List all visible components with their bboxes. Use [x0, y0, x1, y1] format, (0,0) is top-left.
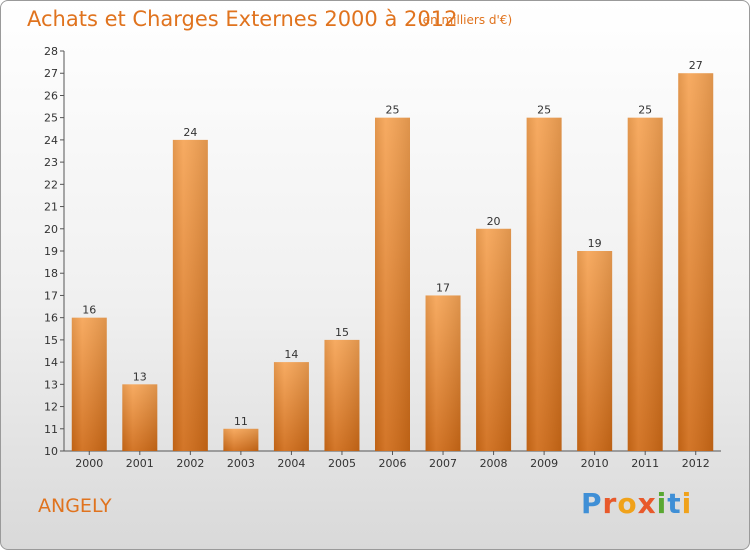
bar-shade	[375, 117, 410, 452]
logo-letter: r	[602, 487, 618, 520]
bar-shade	[122, 384, 158, 451]
bar-value-label: 16	[82, 304, 96, 317]
bar-value-label: 13	[133, 370, 147, 383]
bar-shade	[425, 295, 461, 451]
y-tick-label: 15	[44, 334, 58, 347]
bar-value-label: 24	[183, 126, 197, 139]
bar-shade	[627, 117, 663, 452]
bar-shade	[273, 362, 309, 451]
y-tick-label: 12	[44, 401, 58, 414]
bar-shade	[223, 428, 259, 451]
bar-value-label: 27	[689, 59, 703, 72]
bar-value-label: 17	[436, 281, 450, 294]
chart-unit-note: (en milliers d'€)	[418, 13, 513, 27]
y-tick-label: 22	[44, 178, 58, 191]
y-tick-label: 11	[44, 423, 58, 436]
bar-shade	[577, 251, 613, 451]
bar-shade	[324, 339, 360, 451]
y-tick-label: 27	[44, 67, 58, 80]
x-tick-label: 2002	[176, 457, 204, 470]
y-tick-label: 26	[44, 89, 58, 102]
y-tick-label: 18	[44, 267, 58, 280]
logo-letter: o	[617, 487, 638, 520]
bar-shade	[526, 117, 562, 452]
bar-shade	[172, 139, 208, 451]
logo-letter: x	[637, 487, 657, 520]
y-tick-label: 13	[44, 378, 58, 391]
chart-title: Achats et Charges Externes 2000 à 2012	[27, 7, 458, 31]
y-axis: 10 11 12 13 14 15 16 17 18 19 20 21 22 23 24 25 26 27 28	[44, 45, 65, 458]
x-tick-label: 2007	[429, 457, 457, 470]
logo-letter: i	[681, 487, 693, 520]
x-tick-label: 2010	[581, 457, 609, 470]
x-tick-label: 2004	[277, 457, 305, 470]
logo-letter: P	[581, 487, 603, 520]
x-tick-label: 2006	[379, 457, 407, 470]
bar-shade	[678, 73, 714, 451]
x-tick-label: 2001	[126, 457, 154, 470]
bar-value-label: 20	[487, 215, 501, 228]
y-tick-label: 19	[44, 245, 58, 258]
bar-value-label: 11	[234, 415, 248, 428]
bar-value-label: 19	[588, 237, 602, 250]
proxiti-logo: Proxiti	[581, 487, 692, 520]
bar-value-label: 15	[335, 326, 349, 339]
x-tick-label: 2009	[530, 457, 558, 470]
bar-value-label: 25	[386, 104, 400, 117]
x-tick-label: 2011	[631, 457, 659, 470]
bar-value-label: 25	[537, 104, 551, 117]
y-tick-label: 17	[44, 289, 58, 302]
logo-letter: i	[656, 487, 668, 520]
y-tick-label: 16	[44, 312, 58, 325]
x-tick-label: 2005	[328, 457, 356, 470]
y-tick-label: 20	[44, 223, 58, 236]
y-tick-label: 23	[44, 156, 58, 169]
x-axis: 2000 2001 2002 2003 2004 2005 2006 2007 2008 2009…	[64, 450, 721, 470]
logo-letter: t	[667, 487, 682, 520]
y-tick-label: 24	[44, 134, 58, 147]
bars: 16 13 24 11 14 15 25 17 20 25 19 25 27	[71, 59, 714, 452]
commune-name: ANGELY	[38, 495, 112, 517]
y-tick-label: 28	[44, 45, 58, 58]
x-tick-label: 2000	[75, 457, 103, 470]
bar-value-label: 14	[284, 348, 298, 361]
x-tick-label: 2008	[480, 457, 508, 470]
y-tick-label: 25	[44, 112, 58, 125]
y-tick-label: 21	[44, 201, 58, 214]
bar-value-label: 25	[638, 104, 652, 117]
bar-shade	[71, 317, 107, 451]
x-tick-label: 2003	[227, 457, 255, 470]
y-tick-label: 10	[44, 445, 58, 458]
bar-chart: 10 11 12 13 14 15 16 17 18 19 20 21 22 23 24 25 26 27 28 2…	[44, 45, 721, 470]
bar-shade	[476, 228, 512, 451]
y-tick-label: 14	[44, 356, 58, 369]
x-tick-label: 2012	[682, 457, 710, 470]
